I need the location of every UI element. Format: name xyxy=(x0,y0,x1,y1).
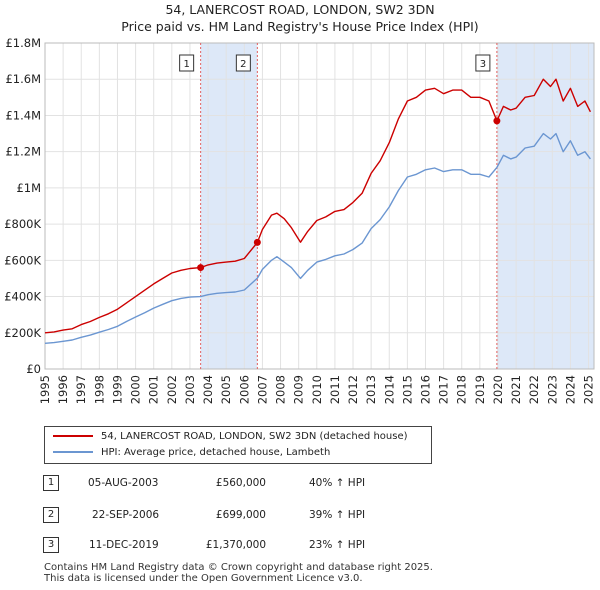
chart-title: 54, LANERCOST ROAD, LONDON, SW2 3DN xyxy=(165,2,435,17)
y-tick-label: £0 xyxy=(26,362,41,376)
x-tick-label: 1995 xyxy=(38,375,52,404)
x-tick-label: 2013 xyxy=(364,375,378,404)
transaction-badge: 3 xyxy=(43,537,59,553)
x-tick-label: 2021 xyxy=(509,375,523,404)
y-tick-label: £200K xyxy=(4,326,41,340)
x-tick-label: 2009 xyxy=(292,375,306,404)
legend-item-hpi: HPI: Average price, detached house, Lamb… xyxy=(53,446,330,460)
x-tick-label: 2000 xyxy=(129,375,143,404)
y-tick-label: £600K xyxy=(4,253,41,267)
x-tick-label: 2016 xyxy=(418,375,432,404)
y-tick-label: £1.6M xyxy=(5,72,41,86)
y-tick-label: £800K xyxy=(4,217,41,231)
transaction-hpi-change: 23% ↑ HPI xyxy=(309,539,366,551)
transaction-point xyxy=(493,117,501,125)
footer-license: This data is licensed under the Open Gov… xyxy=(44,573,363,584)
legend-label-property: 54, LANERCOST ROAD, LONDON, SW2 3DN (det… xyxy=(101,431,408,442)
x-tick-label: 2019 xyxy=(473,375,487,404)
x-tick-label: 2006 xyxy=(237,375,251,404)
transaction-marker-box xyxy=(235,54,251,72)
x-tick-label: 2018 xyxy=(455,375,469,404)
price-chart: £0 £200K £400K £600K £800K £1M £1.2M £1.4M £1.6M… xyxy=(4,36,596,404)
x-tick-label: 2002 xyxy=(165,375,179,404)
transaction-price: £699,000 xyxy=(215,509,266,521)
x-tick-label: 2011 xyxy=(328,375,342,404)
transaction-badge: 2 xyxy=(43,507,59,523)
x-tick-label: 2007 xyxy=(255,375,269,404)
x-tick-label: 2014 xyxy=(382,375,396,404)
x-tick-label: 2025 xyxy=(582,375,596,404)
legend-swatch-property xyxy=(53,435,93,437)
transaction-hpi-change: 39% ↑ HPI xyxy=(309,509,366,521)
footer-copyright: Contains HM Land Registry data © Crown c… xyxy=(44,562,433,573)
x-tick-label: 2020 xyxy=(491,375,505,404)
property-price-line xyxy=(44,78,592,334)
transaction-marker-box xyxy=(475,54,491,72)
x-tick-label: 2024 xyxy=(563,375,577,404)
transaction-marker-label: 1 xyxy=(183,59,189,70)
x-tick-label: 2010 xyxy=(310,375,324,404)
transaction-badge: 1 xyxy=(43,475,59,491)
x-tick-label: 1996 xyxy=(56,375,70,404)
plot-border xyxy=(44,42,595,370)
x-tick-label: 2001 xyxy=(147,375,161,404)
y-tick-label: £1M xyxy=(16,181,41,195)
x-tick-label: 2012 xyxy=(346,375,360,404)
x-tick-label: 2023 xyxy=(545,375,559,404)
x-tick-label: 2005 xyxy=(219,375,233,404)
transaction-date: 05-AUG-2003 xyxy=(88,477,159,489)
x-tick-label: 2004 xyxy=(201,375,215,404)
transaction-date: 22-SEP-2006 xyxy=(92,509,160,521)
ownership-period-band xyxy=(200,43,258,369)
y-tick-label: £1.4M xyxy=(5,108,41,122)
y-tick-label: £400K xyxy=(4,290,41,304)
transaction-marker-label: 3 xyxy=(480,59,486,70)
transaction-hpi-change: 40% ↑ HPI xyxy=(309,477,366,489)
transaction-point xyxy=(197,264,205,272)
x-tick-label: 2008 xyxy=(274,375,288,404)
transaction-point xyxy=(253,238,261,246)
x-tick-label: 1997 xyxy=(74,375,88,404)
x-tick-label: 2015 xyxy=(400,375,414,404)
x-tick-label: 1998 xyxy=(92,375,106,404)
ownership-period-band xyxy=(496,43,594,369)
transaction-price: £1,370,000 xyxy=(205,539,266,551)
legend-label-hpi: HPI: Average price, detached house, Lamb… xyxy=(101,447,331,458)
chart-legend: 54, LANERCOST ROAD, LONDON, SW2 3DN (det… xyxy=(44,426,432,464)
y-tick-label: £1.8M xyxy=(5,36,41,50)
y-tick-label: £1.2M xyxy=(5,145,41,159)
transaction-marker-label: 2 xyxy=(240,59,246,70)
legend-swatch-hpi xyxy=(53,451,93,453)
transaction-marker-box xyxy=(179,54,195,72)
transaction-price: £560,000 xyxy=(215,477,266,489)
x-tick-label: 2003 xyxy=(183,375,197,404)
hpi-line xyxy=(44,132,591,344)
x-tick-label: 2022 xyxy=(527,375,541,404)
transaction-date: 11-DEC-2019 xyxy=(89,539,159,551)
x-tick-label: 1999 xyxy=(110,375,124,404)
chart-subtitle: Price paid vs. HM Land Registry's House … xyxy=(121,19,479,34)
legend-item-property: 54, LANERCOST ROAD, LONDON, SW2 3DN (det… xyxy=(53,430,408,444)
x-tick-label: 2017 xyxy=(437,375,451,404)
